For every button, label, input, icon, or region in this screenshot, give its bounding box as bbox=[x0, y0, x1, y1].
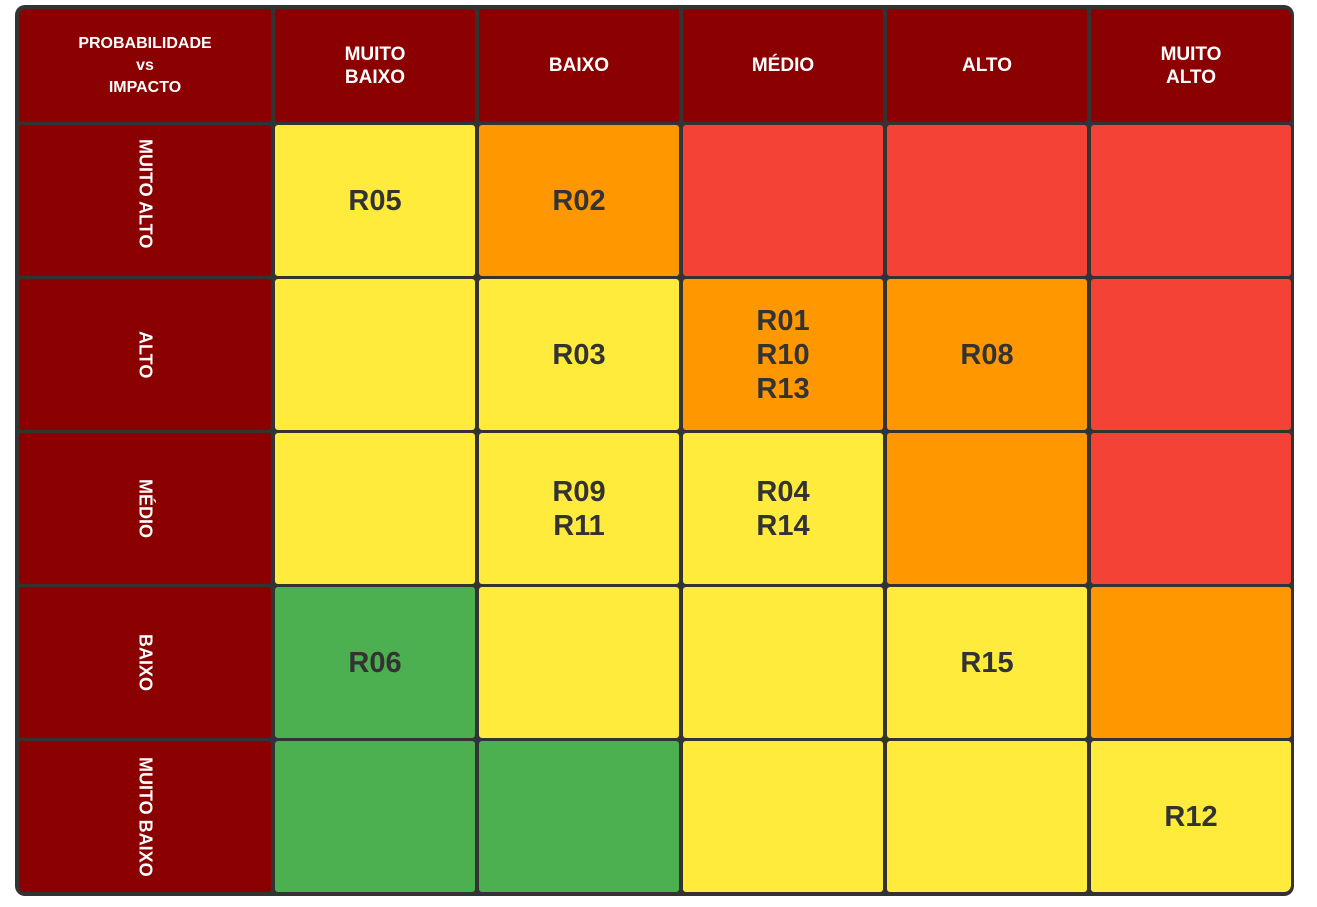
corner-line-probabilidade: PROBABILIDADE bbox=[78, 34, 212, 52]
impact-header-line: ALTO bbox=[962, 55, 1012, 76]
matrix-cell: R02 bbox=[479, 125, 679, 276]
risk-id-label: R15 bbox=[960, 646, 1014, 679]
matrix-cell: R01 R10 R13 bbox=[683, 279, 883, 430]
impact-header-line: MÉDIO bbox=[751, 55, 815, 76]
risk-id-list: R01 R10 R13 bbox=[756, 304, 809, 406]
probability-header-medio: MÉDIO bbox=[19, 433, 271, 584]
risk-id-label: R10 bbox=[756, 338, 810, 371]
risk-id-list: R05 bbox=[348, 184, 401, 218]
risk-id-list: R15 bbox=[960, 646, 1013, 680]
probability-label: BAIXO bbox=[135, 633, 156, 691]
matrix-cell bbox=[1091, 433, 1291, 584]
matrix-cell: R08 bbox=[887, 279, 1087, 430]
impact-header-baixo: BAIXO bbox=[479, 9, 679, 122]
matrix-cell bbox=[683, 741, 883, 892]
risk-id-label: R09 bbox=[552, 475, 606, 508]
corner-line-impacto: IMPACTO bbox=[108, 78, 182, 96]
risk-id-label: R05 bbox=[348, 184, 402, 217]
matrix-cell: R12 bbox=[1091, 741, 1291, 892]
impact-header-muito-alto: MUITO ALTO bbox=[1091, 9, 1291, 122]
matrix-cell bbox=[275, 433, 475, 584]
probability-label: MUITO BAIXO bbox=[135, 756, 156, 877]
probability-header-muito-alto: MUITO ALTO bbox=[19, 125, 271, 276]
risk-id-list: R06 bbox=[348, 646, 401, 680]
risk-id-list: R09 R11 bbox=[552, 475, 605, 543]
risk-id-list: R03 bbox=[552, 338, 605, 372]
risk-id-list: R04 R14 bbox=[756, 475, 809, 543]
matrix-cell: R03 bbox=[479, 279, 679, 430]
probability-header-alto: ALTO bbox=[19, 279, 271, 430]
risk-id-label: R02 bbox=[552, 184, 606, 217]
probability-label: ALTO bbox=[135, 330, 156, 379]
matrix-cell: R06 bbox=[275, 587, 475, 738]
matrix-cell bbox=[683, 587, 883, 738]
probability-header-muito-baixo: MUITO BAIXO bbox=[19, 741, 271, 892]
matrix-cell: R05 bbox=[275, 125, 475, 276]
matrix-cell: R15 bbox=[887, 587, 1087, 738]
matrix-cell: R09 R11 bbox=[479, 433, 679, 584]
impact-header-alto: ALTO bbox=[887, 9, 1087, 122]
impact-header-line: BAIXO bbox=[344, 66, 406, 88]
matrix-cell bbox=[887, 741, 1087, 892]
matrix-cell bbox=[479, 741, 679, 892]
probability-label: MUITO ALTO bbox=[135, 139, 156, 249]
impact-header-line: MUITO bbox=[1160, 43, 1222, 65]
risk-id-label: R12 bbox=[1164, 800, 1218, 833]
matrix-cell bbox=[1091, 125, 1291, 276]
risk-id-label: R14 bbox=[756, 509, 810, 542]
matrix-cell bbox=[887, 433, 1087, 584]
probability-header-baixo: BAIXO bbox=[19, 587, 271, 738]
matrix-cell bbox=[275, 279, 475, 430]
impact-header-line: ALTO bbox=[1166, 66, 1216, 88]
matrix-cell bbox=[887, 125, 1087, 276]
risk-id-label: R01 bbox=[756, 304, 810, 337]
impact-header-line: BAIXO bbox=[548, 55, 610, 76]
risk-id-label: R04 bbox=[756, 475, 810, 508]
probability-label: MÉDIO bbox=[135, 478, 156, 538]
risk-id-list: R02 bbox=[552, 184, 605, 218]
impact-header-line: MUITO bbox=[344, 43, 406, 65]
risk-id-label: R11 bbox=[553, 509, 605, 542]
matrix-corner-label: PROBABILIDADE vs IMPACTO bbox=[19, 9, 271, 122]
risk-id-label: R03 bbox=[552, 338, 606, 371]
risk-id-label: R13 bbox=[756, 372, 810, 405]
risk-id-label: R06 bbox=[348, 646, 402, 679]
matrix-cell bbox=[1091, 279, 1291, 430]
matrix-cell bbox=[1091, 587, 1291, 738]
impact-header-medio: MÉDIO bbox=[683, 9, 883, 122]
risk-id-list: R12 bbox=[1164, 800, 1217, 834]
matrix-cell: R04 R14 bbox=[683, 433, 883, 584]
risk-id-list: R08 bbox=[960, 338, 1013, 372]
impact-header-muito-baixo: MUITO BAIXO bbox=[275, 9, 475, 122]
risk-matrix: PROBABILIDADE vs IMPACTO MUITO BAIXO BAI… bbox=[15, 5, 1294, 896]
risk-id-label: R08 bbox=[960, 338, 1014, 371]
matrix-cell bbox=[275, 741, 475, 892]
matrix-cell bbox=[479, 587, 679, 738]
corner-line-vs: vs bbox=[136, 56, 154, 74]
matrix-cell bbox=[683, 125, 883, 276]
